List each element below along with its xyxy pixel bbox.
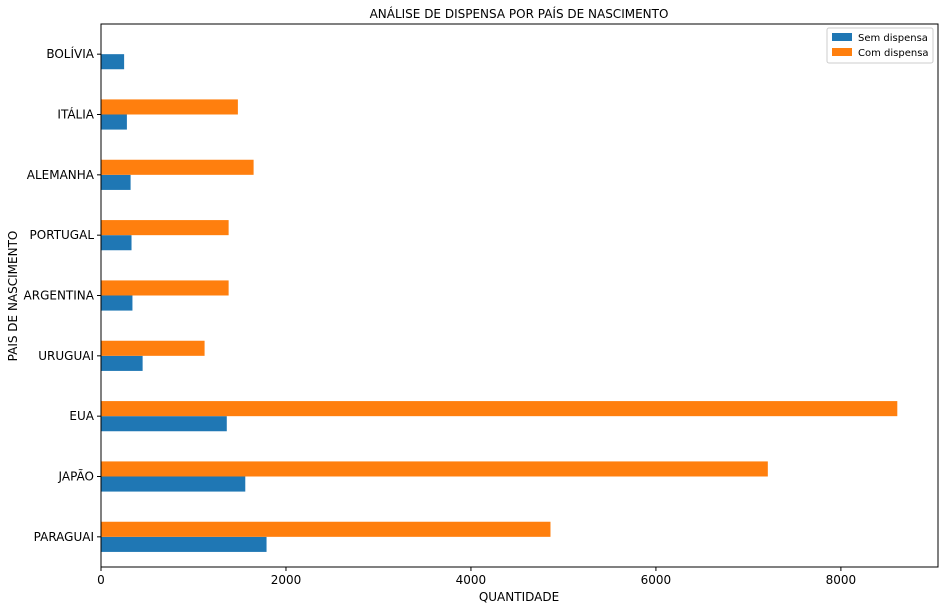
y-tick-label-italia: ITÁLIA <box>57 107 94 122</box>
chart-title: ANÁLISE DE DISPENSA POR PAÍS DE NASCIMEN… <box>370 6 669 21</box>
bar-com-dispensa-alemanha <box>101 159 254 175</box>
x-axis: 0 2000 4000 6000 8000 <box>97 567 856 587</box>
x-tick-label-6000: 6000 <box>641 573 672 587</box>
y-tick-label-portugal: PORTUGAL <box>30 228 95 242</box>
bar-com-dispensa-argentina <box>101 280 229 296</box>
y-axis-label: PAIS DE NASCIMENTO <box>6 231 20 362</box>
y-axis: PARAGUAI JAPÃO EUA URUGUAI ARGENTINA PORTUGAL… <box>24 46 101 544</box>
bars-group <box>101 54 898 552</box>
x-tick-label-8000: 8000 <box>826 573 857 587</box>
bar-sem-dispensa-paraguai <box>101 536 267 552</box>
x-axis-label: QUANTIDADE <box>479 590 559 604</box>
legend: Sem dispensa Com dispensa <box>826 27 934 64</box>
y-tick-label-paraguai: PARAGUAI <box>34 530 94 544</box>
legend-swatch-com-dispensa <box>832 48 852 56</box>
bar-com-dispensa-eua <box>101 401 898 417</box>
y-tick-label-argentina: ARGENTINA <box>24 289 95 303</box>
bar-sem-dispensa-portugal <box>101 235 132 251</box>
bar-com-dispensa-uruguai <box>101 340 205 356</box>
bar-com-dispensa-paraguai <box>101 521 551 537</box>
bar-sem-dispensa-japao <box>101 476 246 492</box>
y-tick-label-bolivia: BOLÍVIA <box>46 46 94 61</box>
y-tick-label-alemanha: ALEMANHA <box>27 168 95 182</box>
y-tick-label-japao: JAPÃO <box>58 469 94 484</box>
bar-com-dispensa-italia <box>101 99 238 115</box>
legend-label-com-dispensa: Com dispensa <box>858 48 929 59</box>
legend-label-sem-dispensa: Sem dispensa <box>858 33 928 44</box>
bar-sem-dispensa-italia <box>101 114 127 130</box>
bar-sem-dispensa-uruguai <box>101 355 143 371</box>
y-tick-label-eua: EUA <box>69 409 94 423</box>
x-tick-label-4000: 4000 <box>456 573 487 587</box>
y-tick-label-uruguai: URUGUAI <box>38 349 94 363</box>
legend-swatch-sem-dispensa <box>832 33 852 41</box>
bar-com-dispensa-portugal <box>101 220 229 236</box>
x-tick-label-2000: 2000 <box>271 573 302 587</box>
legend-box <box>826 27 934 64</box>
bar-sem-dispensa-bolivia <box>101 54 125 70</box>
bar-com-dispensa-japao <box>101 461 768 477</box>
x-tick-label-0: 0 <box>97 573 105 587</box>
bar-sem-dispensa-eua <box>101 416 227 432</box>
bar-sem-dispensa-argentina <box>101 295 133 311</box>
bar-sem-dispensa-alemanha <box>101 174 131 190</box>
